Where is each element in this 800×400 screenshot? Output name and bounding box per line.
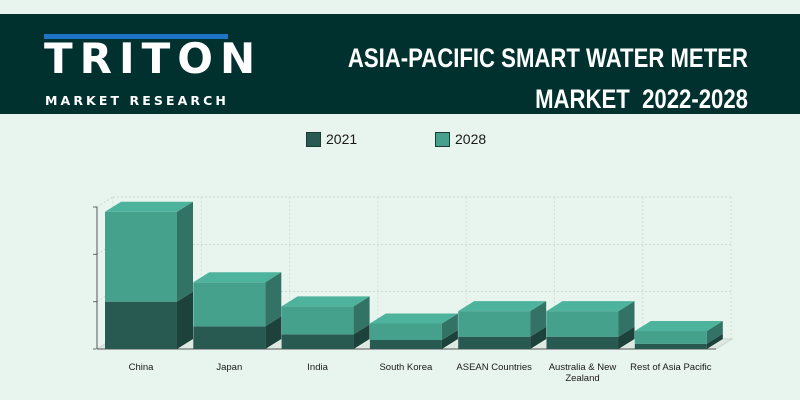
bar-2021-side (530, 326, 547, 349)
bar-2028 (458, 311, 531, 337)
bar-2021-side (177, 291, 193, 349)
legend-label-2028: 2028 (455, 131, 487, 147)
bar-2028-top (105, 201, 193, 212)
bar-2028-side (706, 321, 723, 344)
bar-2028-top (634, 321, 723, 332)
x-tick-label: Australia & New Zealand (548, 362, 617, 384)
legend-swatch-2021 (306, 131, 321, 147)
bar-2021-side (618, 326, 635, 349)
bar-2028-side (265, 272, 282, 327)
bar-2028-side (441, 313, 458, 341)
x-tick-label: China (128, 362, 154, 373)
chart-legend: 2021 2028 (0, 131, 800, 151)
bar-2028 (369, 323, 442, 341)
x-tick-label: Rest of Asia Pacific (630, 362, 712, 373)
bar-2021-side (353, 324, 370, 349)
bar-2028 (193, 282, 266, 327)
bar-2028 (634, 331, 707, 344)
gridline-side (96, 196, 114, 208)
chart-title: ASIA-PACIFIC SMART WATER METER MARKET 20… (348, 38, 748, 120)
bar-2021 (546, 336, 619, 349)
logo-subtitle: MARKET RESEARCH (45, 93, 229, 108)
x-tick-label: ASEAN Countries (456, 362, 532, 373)
chart-title-line2: MARKET 2022-2028 (535, 84, 748, 114)
bar-2028 (281, 306, 354, 335)
bar-2028-side (177, 201, 193, 302)
bar-2028-side (353, 296, 370, 335)
logo-accent-bar (44, 34, 228, 39)
bar-2021-side (441, 330, 458, 349)
bar-2028-top (546, 301, 635, 312)
chart-title-line1: ASIA-PACIFIC SMART WATER METER (347, 43, 748, 73)
legend-item-2021: 2021 (306, 131, 357, 147)
bar-2028-top (193, 272, 282, 283)
bar-2028-top (281, 296, 370, 307)
bar-2028-top (458, 301, 547, 312)
logo-text: TRITON (44, 34, 263, 83)
bar-2021 (634, 343, 707, 349)
bar-2028-side (618, 301, 635, 337)
bar-2021 (281, 334, 354, 349)
bar-2028-top (369, 313, 458, 324)
x-tick-label: South Korea (379, 362, 433, 373)
bar-2028 (105, 211, 177, 302)
bar-2021 (458, 336, 531, 349)
bar-2021 (369, 340, 442, 349)
bar-2021-side (265, 316, 282, 349)
bar-2021 (105, 301, 177, 349)
x-tick-label: Japan (216, 362, 243, 373)
bar-2028 (546, 311, 619, 337)
legend-swatch-2028 (435, 131, 450, 147)
bar-2021-side (706, 333, 723, 349)
legend-label-2021: 2021 (326, 131, 358, 147)
x-tick-label: India (307, 362, 328, 373)
header-banner: TRITON MARKET RESEARCH ASIA-PACIFIC SMAR… (0, 14, 800, 114)
bar-2028-side (530, 301, 547, 337)
legend-item-2028: 2028 (435, 131, 486, 147)
bar-2021 (193, 326, 266, 349)
